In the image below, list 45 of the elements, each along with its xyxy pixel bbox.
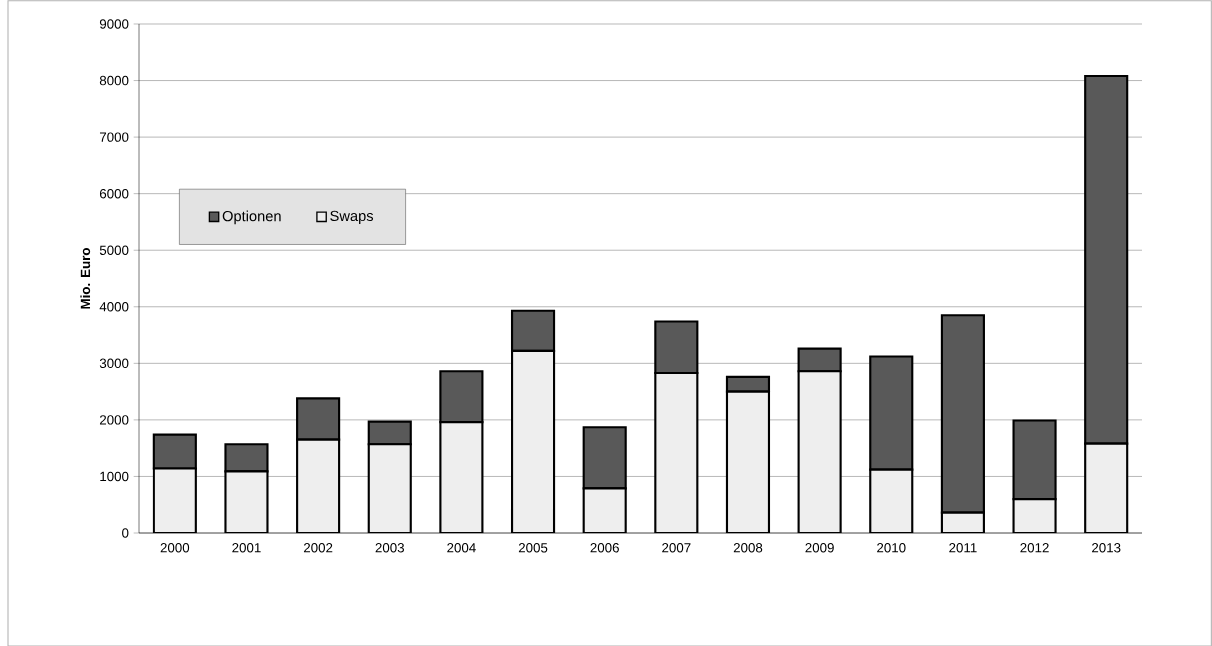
y-tick-label: 3000 [99, 358, 129, 369]
y-tick-label: 0 [122, 528, 129, 538]
y-tick-label: 5000 [99, 245, 129, 255]
y-tick-label: 6000 [99, 188, 129, 199]
x-tick-label: 2008 [733, 543, 763, 553]
y-tick-label: 2000 [99, 415, 129, 425]
y-tick-label: 7000 [99, 132, 129, 142]
legend-label: Optionen [222, 210, 281, 225]
y-tick-label: 9000 [99, 19, 129, 29]
bar [1084, 442, 1129, 533]
x-tick-label: 2000 [160, 543, 190, 553]
x-tick-label: 2007 [662, 543, 691, 553]
bar [797, 370, 842, 533]
bar [296, 438, 341, 533]
bar [725, 390, 771, 533]
x-tick-label: 2010 [877, 543, 906, 553]
bar [510, 349, 556, 533]
x-tick-label: 2009 [805, 543, 834, 553]
bar [224, 443, 269, 473]
x-tick-label: 2003 [375, 543, 404, 553]
x-tick-label: 2011 [949, 543, 977, 553]
x-tick-label: 2005 [518, 543, 548, 553]
bar [1012, 419, 1057, 501]
bar [439, 370, 484, 424]
x-tick-label: 2002 [303, 543, 333, 553]
bar [224, 470, 269, 533]
x-tick-label: 2006 [590, 543, 619, 553]
legend-label: Swaps [330, 210, 374, 224]
y-tick-label: 8000 [99, 75, 129, 86]
x-tick-label: 2013 [1092, 543, 1121, 553]
x-tick-label: 2001 [232, 543, 261, 553]
bar [296, 397, 341, 441]
bar [869, 355, 914, 471]
bar [152, 467, 197, 533]
bar [654, 371, 699, 533]
x-tick-label: 2004 [447, 543, 476, 553]
bar [367, 443, 412, 533]
bar [582, 487, 627, 533]
x-tick-label: 2012 [1020, 543, 1049, 553]
y-axis-title: Mio. Euro [80, 248, 91, 309]
bar [582, 426, 627, 490]
y-tick-label: 4000 [99, 302, 129, 312]
y-tick-label: 1000 [100, 471, 129, 482]
bar [869, 468, 914, 533]
bar [439, 421, 484, 533]
